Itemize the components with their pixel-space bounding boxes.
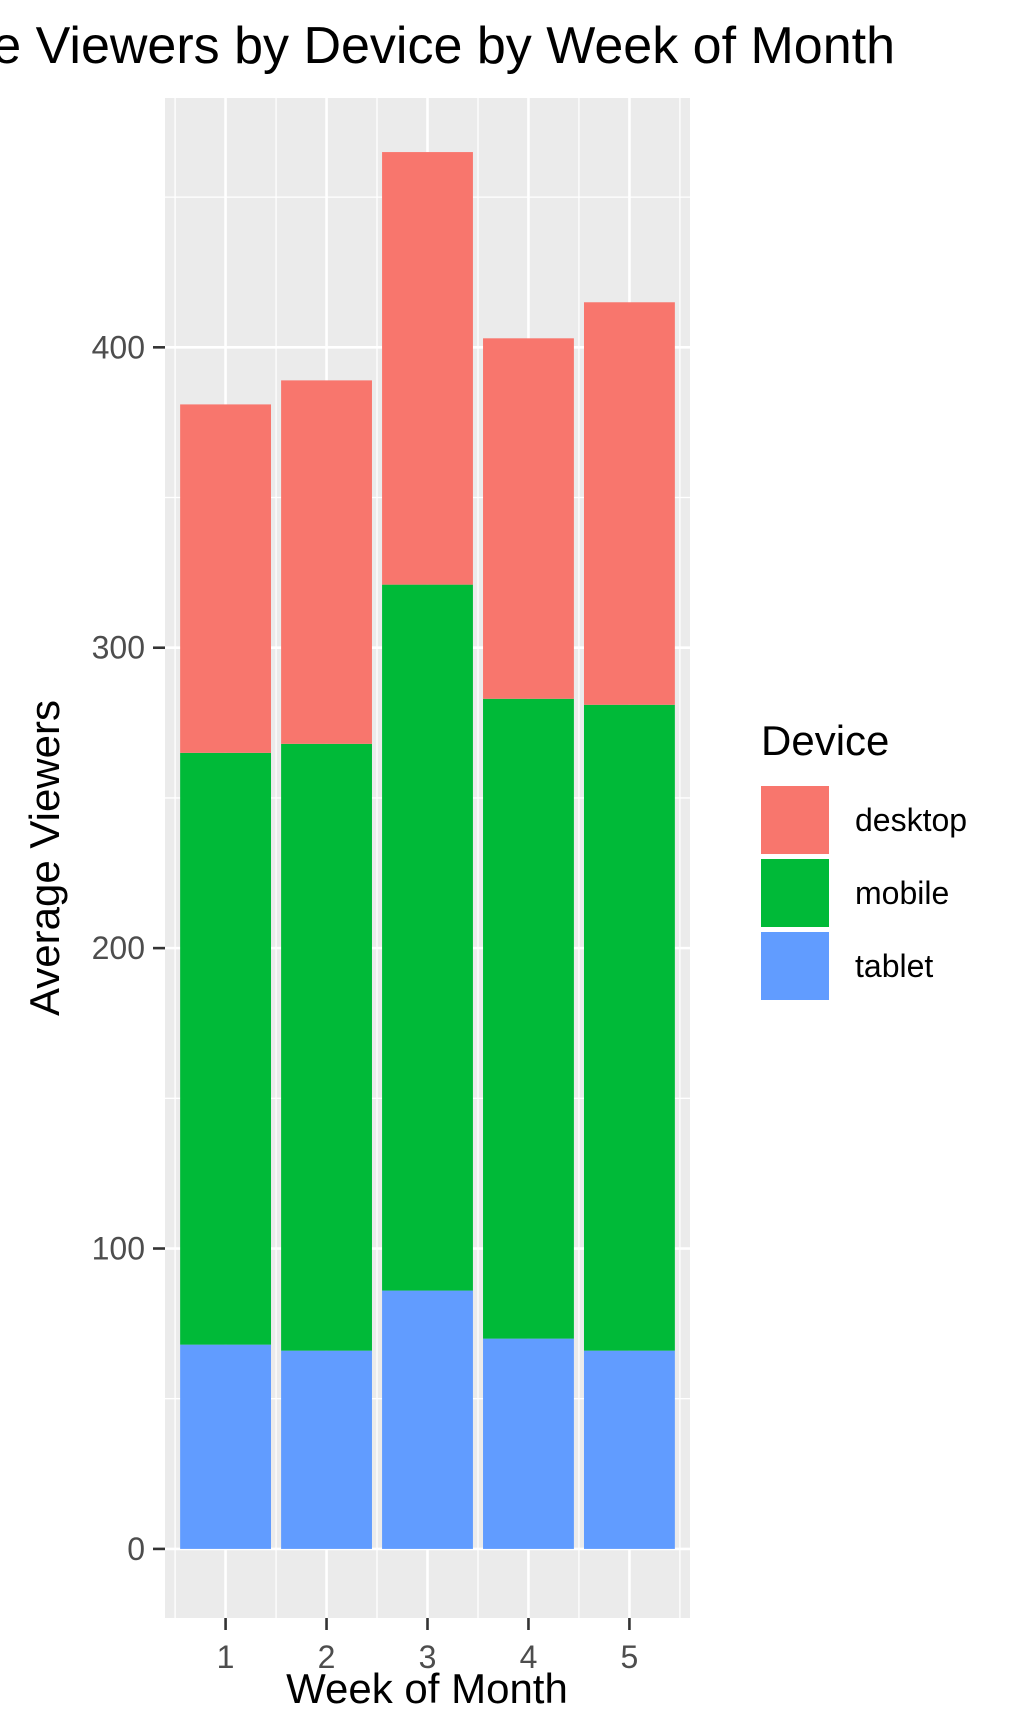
legend-key-mobile <box>761 859 829 927</box>
bar-tablet-week-2 <box>281 1350 372 1549</box>
bars <box>180 152 675 1549</box>
legend: Device desktop mobile tablet <box>761 717 967 1000</box>
bar-desktop-week-5 <box>583 302 675 705</box>
y-tick-label: 0 <box>127 1531 145 1567</box>
legend-key-tablet <box>761 932 829 1000</box>
y-tick-label: 300 <box>92 630 145 666</box>
bar-mobile-week-4 <box>483 698 574 1339</box>
bar-mobile-week-3 <box>382 584 473 1291</box>
bar-mobile-week-5 <box>583 704 675 1351</box>
bar-tablet-week-4 <box>483 1338 574 1549</box>
legend-label-mobile: mobile <box>855 875 949 911</box>
bar-tablet-week-3 <box>382 1290 473 1549</box>
legend-key-desktop <box>761 786 829 854</box>
y-axis-title: Average Viewers <box>21 700 68 1016</box>
x-tick-label: 1 <box>217 1639 235 1675</box>
chart-title: Average Viewers by Device by Week of Mon… <box>0 17 895 75</box>
bar-mobile-week-1 <box>180 752 272 1345</box>
x-axis-title: Week of Month <box>286 1665 568 1712</box>
bar-tablet-week-5 <box>583 1350 675 1549</box>
x-tick-label: 4 <box>520 1639 538 1675</box>
legend-label-tablet: tablet <box>855 948 933 984</box>
y-axis: 0 100 200 300 400 <box>92 329 165 1567</box>
bar-desktop-week-2 <box>281 380 372 744</box>
legend-label-desktop: desktop <box>855 802 967 838</box>
bar-tablet-week-1 <box>180 1344 272 1549</box>
y-tick-label: 100 <box>92 1231 145 1267</box>
legend-title: Device <box>761 717 889 764</box>
x-tick-label: 3 <box>419 1639 437 1675</box>
y-tick-label: 200 <box>92 930 145 966</box>
bar-desktop-week-1 <box>180 404 272 753</box>
x-axis: 1 2 3 4 5 <box>217 1618 639 1675</box>
x-tick-label: 2 <box>318 1639 336 1675</box>
y-tick-label: 400 <box>92 329 145 365</box>
x-tick-label: 5 <box>621 1639 639 1675</box>
bar-mobile-week-2 <box>281 743 372 1351</box>
bar-desktop-week-3 <box>382 152 473 585</box>
bar-desktop-week-4 <box>483 338 574 699</box>
